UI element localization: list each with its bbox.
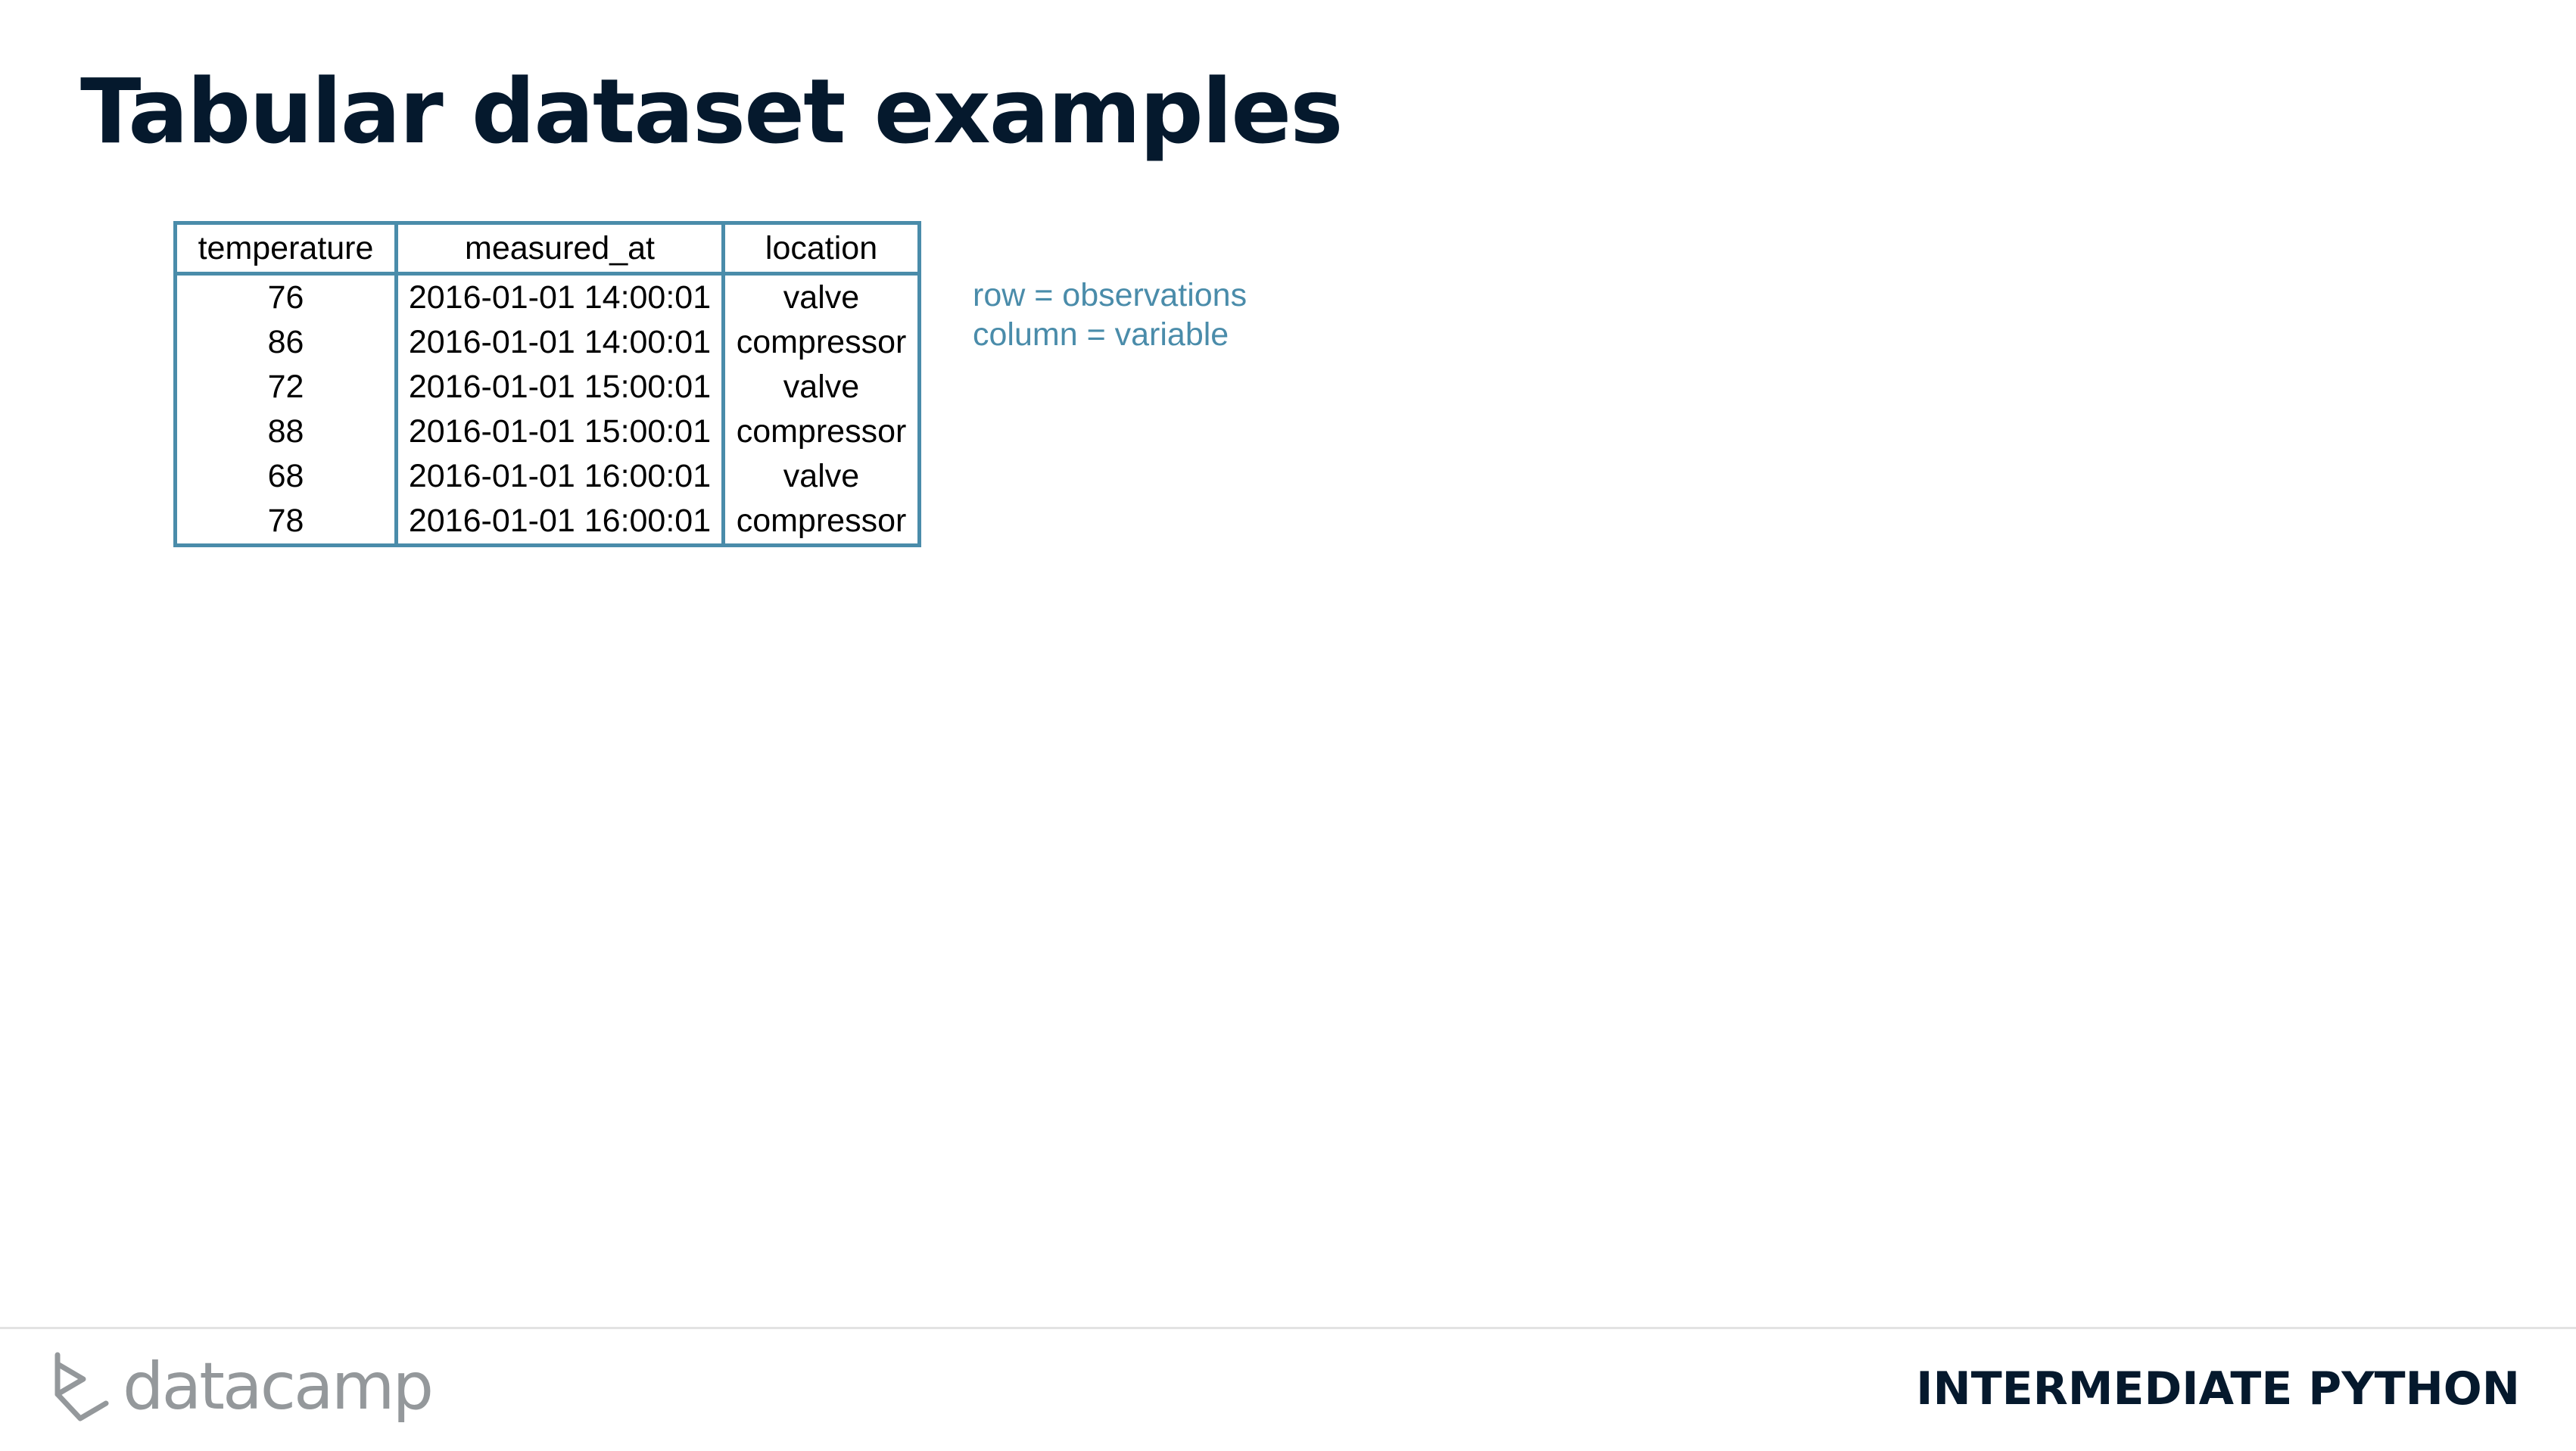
column-header-temperature: temperature bbox=[175, 223, 397, 276]
cell-temperature: 68 bbox=[267, 458, 304, 494]
course-name: INTERMEDIATE PYTHON bbox=[1916, 1362, 2520, 1415]
footer-divider bbox=[0, 1327, 2576, 1329]
table-row: 86 2016-01-01 14:00:01 compressor bbox=[176, 320, 920, 365]
column-note: column = variable bbox=[973, 316, 1229, 353]
cell-location: valve bbox=[721, 454, 920, 499]
logo-wordmark: datacamp bbox=[123, 1349, 434, 1425]
table-header-row: temperature measured_at location bbox=[175, 223, 920, 276]
datacamp-logo-icon bbox=[55, 1352, 109, 1421]
cell-measured-at: 2016-01-01 14:00:01 bbox=[394, 320, 724, 365]
cell-temperature: 72 bbox=[267, 369, 304, 405]
cell-temperature: 78 bbox=[267, 503, 304, 539]
table-row: 88 2016-01-01 15:00:01 compressor bbox=[176, 409, 920, 454]
row-note: row = observations bbox=[973, 277, 1248, 313]
slide-title: Tabular dataset examples bbox=[80, 59, 1344, 163]
cell-measured-at: 2016-01-01 16:00:01 bbox=[394, 499, 724, 546]
datacamp-logo: datacamp bbox=[53, 1349, 434, 1425]
data-table: temperature measured_at location 76 2016… bbox=[173, 221, 921, 547]
cell-measured-at: 2016-01-01 15:00:01 bbox=[394, 409, 724, 454]
table-row: 78 2016-01-01 16:00:01 compressor bbox=[176, 499, 920, 546]
table-row: 76 2016-01-01 14:00:01 valve bbox=[176, 273, 920, 320]
cell-location: compressor bbox=[721, 320, 920, 365]
cell-temperature: 76 bbox=[267, 279, 304, 316]
table-row: 72 2016-01-01 15:00:01 valve bbox=[176, 365, 920, 409]
cell-location: compressor bbox=[721, 409, 920, 454]
cell-measured-at: 2016-01-01 14:00:01 bbox=[394, 273, 724, 320]
cell-location: compressor bbox=[721, 499, 920, 546]
column-header-measured-at: measured_at bbox=[394, 223, 724, 276]
table-row: 68 2016-01-01 16:00:01 valve bbox=[176, 454, 920, 499]
cell-location: valve bbox=[721, 273, 920, 320]
cell-measured-at: 2016-01-01 15:00:01 bbox=[394, 365, 724, 409]
cell-location: valve bbox=[721, 365, 920, 409]
cell-temperature: 86 bbox=[267, 324, 304, 360]
column-header-location: location bbox=[721, 223, 920, 276]
annotation-note: row = observations column = variable bbox=[973, 276, 1247, 354]
cell-temperature: 88 bbox=[267, 413, 304, 450]
cell-measured-at: 2016-01-01 16:00:01 bbox=[394, 454, 724, 499]
